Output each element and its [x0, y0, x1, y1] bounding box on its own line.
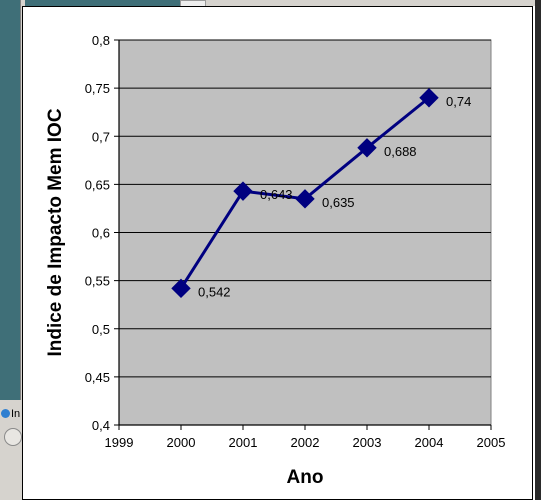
data-point-marker: [295, 189, 315, 209]
background-taskbar: [0, 400, 22, 500]
taskbar-item[interactable]: In: [0, 405, 22, 423]
round-button[interactable]: [4, 428, 22, 446]
y-tick-label: 0,6: [92, 226, 110, 241]
data-markers: [171, 88, 439, 299]
y-tick-label: 0,75: [85, 81, 110, 96]
data-point-marker: [233, 181, 253, 201]
x-tick-label: 2005: [477, 435, 506, 450]
y-axis-title: Indice de Impacto Mem IOC: [45, 108, 66, 356]
data-point-marker: [357, 138, 377, 158]
x-tick-label: 2000: [167, 435, 196, 450]
x-tick-label: 1999: [105, 435, 134, 450]
y-tick-label: 0,5: [92, 322, 110, 337]
gridlines: [114, 39, 491, 426]
taskbar-item-label: In: [11, 408, 21, 420]
y-tick-label: 0,8: [92, 33, 110, 48]
y-tick-label: 0,7: [92, 129, 110, 144]
x-tick-labels: 1999 2000 2001 2002 2003 2004 2005: [105, 435, 506, 450]
x-tick-label: 2004: [415, 435, 444, 450]
browser-icon: [1, 409, 10, 418]
background-right-edge: [535, 0, 541, 500]
chart-area: 0,4 0,45 0,5 0,55 0,6 0,65 0,7 0,75 0,8 1999 2000…: [22, 6, 533, 500]
y-tick-label: 0,4: [92, 418, 110, 433]
y-tick-label: 0,65: [85, 177, 110, 192]
line-chart: 0,4 0,45 0,5 0,55 0,6 0,65 0,7 0,75 0,8 1999 2000…: [45, 33, 506, 488]
y-tick-labels: 0,4 0,45 0,5 0,55 0,6 0,65 0,7 0,75 0,8: [85, 33, 110, 433]
x-axis-title: Ano: [287, 467, 324, 488]
data-label: 0,643: [260, 187, 293, 202]
data-point-marker: [419, 88, 439, 108]
y-tick-label: 0,55: [85, 274, 110, 289]
x-tick-label: 2002: [291, 435, 320, 450]
x-tick-label: 2003: [353, 435, 382, 450]
data-labels: 0,542 0,643 0,635 0,688 0,74: [198, 94, 471, 300]
background-desktop-left: [0, 0, 22, 400]
background-desktop-top: [0, 0, 180, 6]
y-tick-label: 0,45: [85, 370, 110, 385]
data-label: 0,635: [322, 195, 355, 210]
data-label: 0,74: [446, 94, 471, 109]
data-point-marker: [171, 278, 191, 299]
axes: [118, 40, 492, 430]
data-label: 0,542: [198, 284, 231, 299]
data-label: 0,688: [384, 144, 417, 159]
x-tick-label: 2001: [229, 435, 258, 450]
background-window-top: [0, 0, 541, 6]
